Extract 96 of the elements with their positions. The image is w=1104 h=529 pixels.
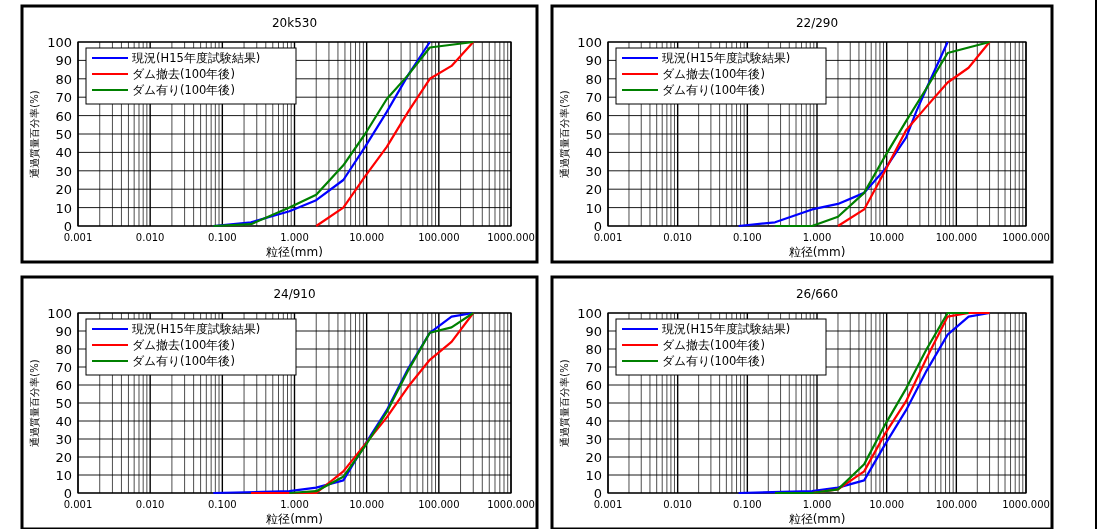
x-axis-title: 粒径(mm) (266, 245, 323, 259)
x-tick-label: 1.000 (280, 499, 309, 510)
x-tick-label: 0.100 (733, 499, 762, 510)
y-tick-label: 40 (585, 145, 602, 161)
x-axis-title: 粒径(mm) (788, 245, 846, 259)
chart-title: 24/910 (273, 287, 316, 301)
y-tick-label: 100 (47, 306, 72, 321)
legend-label: 現況(H15年度試験結果) (662, 51, 791, 65)
legend-label: ダム撤去(100年後) (132, 338, 235, 352)
chart-title: 22/290 (795, 16, 839, 30)
x-axis-title: 粒径(mm) (266, 512, 323, 526)
y-tick-label: 0 (593, 486, 602, 501)
chart-title: 20k530 (271, 16, 318, 30)
y-tick-label: 40 (55, 414, 72, 429)
y-tick-label: 60 (585, 378, 602, 393)
y-axis-title: 通過質量百分率(%) (559, 90, 570, 178)
legend-label: ダム撤去(100年後) (132, 67, 235, 81)
y-tick-label: 0 (63, 219, 72, 234)
x-tick-label: 10.000 (869, 232, 905, 243)
y-tick-label: 10 (585, 468, 602, 483)
y-tick-label: 0 (593, 219, 602, 234)
y-tick-label: 30 (55, 432, 72, 447)
y-tick-label: 30 (585, 163, 602, 179)
y-tick-label: 30 (585, 432, 602, 447)
y-tick-label: 80 (585, 71, 602, 87)
y-tick-label: 10 (55, 468, 72, 483)
y-tick-label: 90 (55, 53, 72, 69)
y-tick-label: 90 (585, 53, 602, 69)
x-tick-label: 0.100 (208, 499, 237, 510)
x-axis-title: 粒径(mm) (788, 512, 846, 526)
y-tick-label: 20 (585, 450, 602, 465)
legend-label: ダム撤去(100年後) (662, 67, 765, 81)
y-tick-label: 10 (585, 200, 602, 216)
x-tick-label: 0.010 (135, 499, 165, 510)
y-tick-label: 100 (577, 306, 602, 321)
y-tick-label: 100 (47, 35, 72, 50)
x-tick-label: 10.000 (349, 232, 385, 243)
legend-label: ダム有り(100年後) (662, 354, 765, 368)
legend-label: ダム有り(100年後) (132, 354, 235, 368)
y-tick-label: 20 (585, 182, 602, 198)
x-tick-label: 1.000 (280, 232, 309, 243)
y-tick-label: 80 (55, 71, 72, 87)
x-tick-label: 1000.000 (1002, 499, 1050, 510)
x-tick-label: 0.001 (593, 499, 623, 510)
y-tick-label: 50 (585, 396, 602, 411)
x-tick-label: 0.001 (63, 499, 93, 510)
x-tick-label: 0.100 (733, 232, 762, 243)
x-tick-label: 1000.000 (1002, 232, 1050, 243)
x-tick-label: 100.000 (935, 232, 978, 243)
x-tick-label: 100.000 (418, 499, 460, 510)
y-tick-label: 50 (55, 396, 72, 411)
x-tick-label: 10.000 (349, 499, 385, 510)
x-tick-label: 0.010 (135, 232, 165, 243)
legend-label: ダム有り(100年後) (132, 83, 235, 97)
y-axis-title: 通過質量百分率(%) (29, 359, 40, 447)
x-tick-label: 0.010 (663, 499, 692, 510)
x-tick-label: 100.000 (935, 499, 978, 510)
y-tick-label: 90 (55, 324, 72, 339)
y-tick-label: 20 (55, 450, 72, 465)
legend-label: 現況(H15年度試験結果) (132, 51, 261, 65)
y-tick-label: 60 (585, 108, 602, 124)
x-tick-label: 0.100 (208, 232, 237, 243)
x-tick-label: 0.001 (593, 232, 623, 243)
x-tick-label: 1.000 (802, 232, 832, 243)
legend-label: ダム撤去(100年後) (662, 338, 765, 352)
y-tick-label: 30 (55, 163, 72, 179)
y-tick-label: 70 (585, 90, 602, 106)
legend-label: 現況(H15年度試験結果) (132, 322, 261, 336)
y-tick-label: 70 (55, 360, 72, 375)
x-tick-label: 1.000 (802, 499, 832, 510)
y-tick-label: 20 (55, 182, 72, 198)
y-tick-label: 100 (577, 35, 602, 50)
y-tick-label: 90 (585, 324, 602, 339)
legend-label: ダム有り(100年後) (662, 83, 765, 97)
y-axis-title: 通過質量百分率(%) (559, 359, 570, 447)
x-tick-label: 1000.000 (487, 499, 535, 510)
x-tick-label: 0.001 (63, 232, 93, 243)
y-axis-title: 通過質量百分率(%) (29, 90, 40, 178)
y-tick-label: 10 (55, 200, 72, 216)
y-tick-label: 60 (55, 108, 72, 124)
chart-title: 26/660 (795, 287, 839, 301)
y-tick-label: 60 (55, 378, 72, 393)
y-tick-label: 70 (55, 90, 72, 106)
x-tick-label: 0.010 (663, 232, 692, 243)
y-tick-label: 50 (55, 127, 72, 142)
x-tick-label: 1000.000 (487, 232, 535, 243)
y-tick-label: 80 (585, 342, 602, 357)
y-tick-label: 0 (63, 486, 72, 501)
y-tick-label: 40 (55, 145, 72, 161)
y-tick-label: 80 (55, 342, 72, 357)
x-tick-label: 100.000 (418, 232, 460, 243)
y-tick-label: 40 (585, 414, 602, 429)
x-tick-label: 10.000 (869, 499, 905, 510)
y-tick-label: 50 (585, 127, 602, 142)
y-tick-label: 70 (585, 360, 602, 375)
legend-label: 現況(H15年度試験結果) (662, 322, 791, 336)
